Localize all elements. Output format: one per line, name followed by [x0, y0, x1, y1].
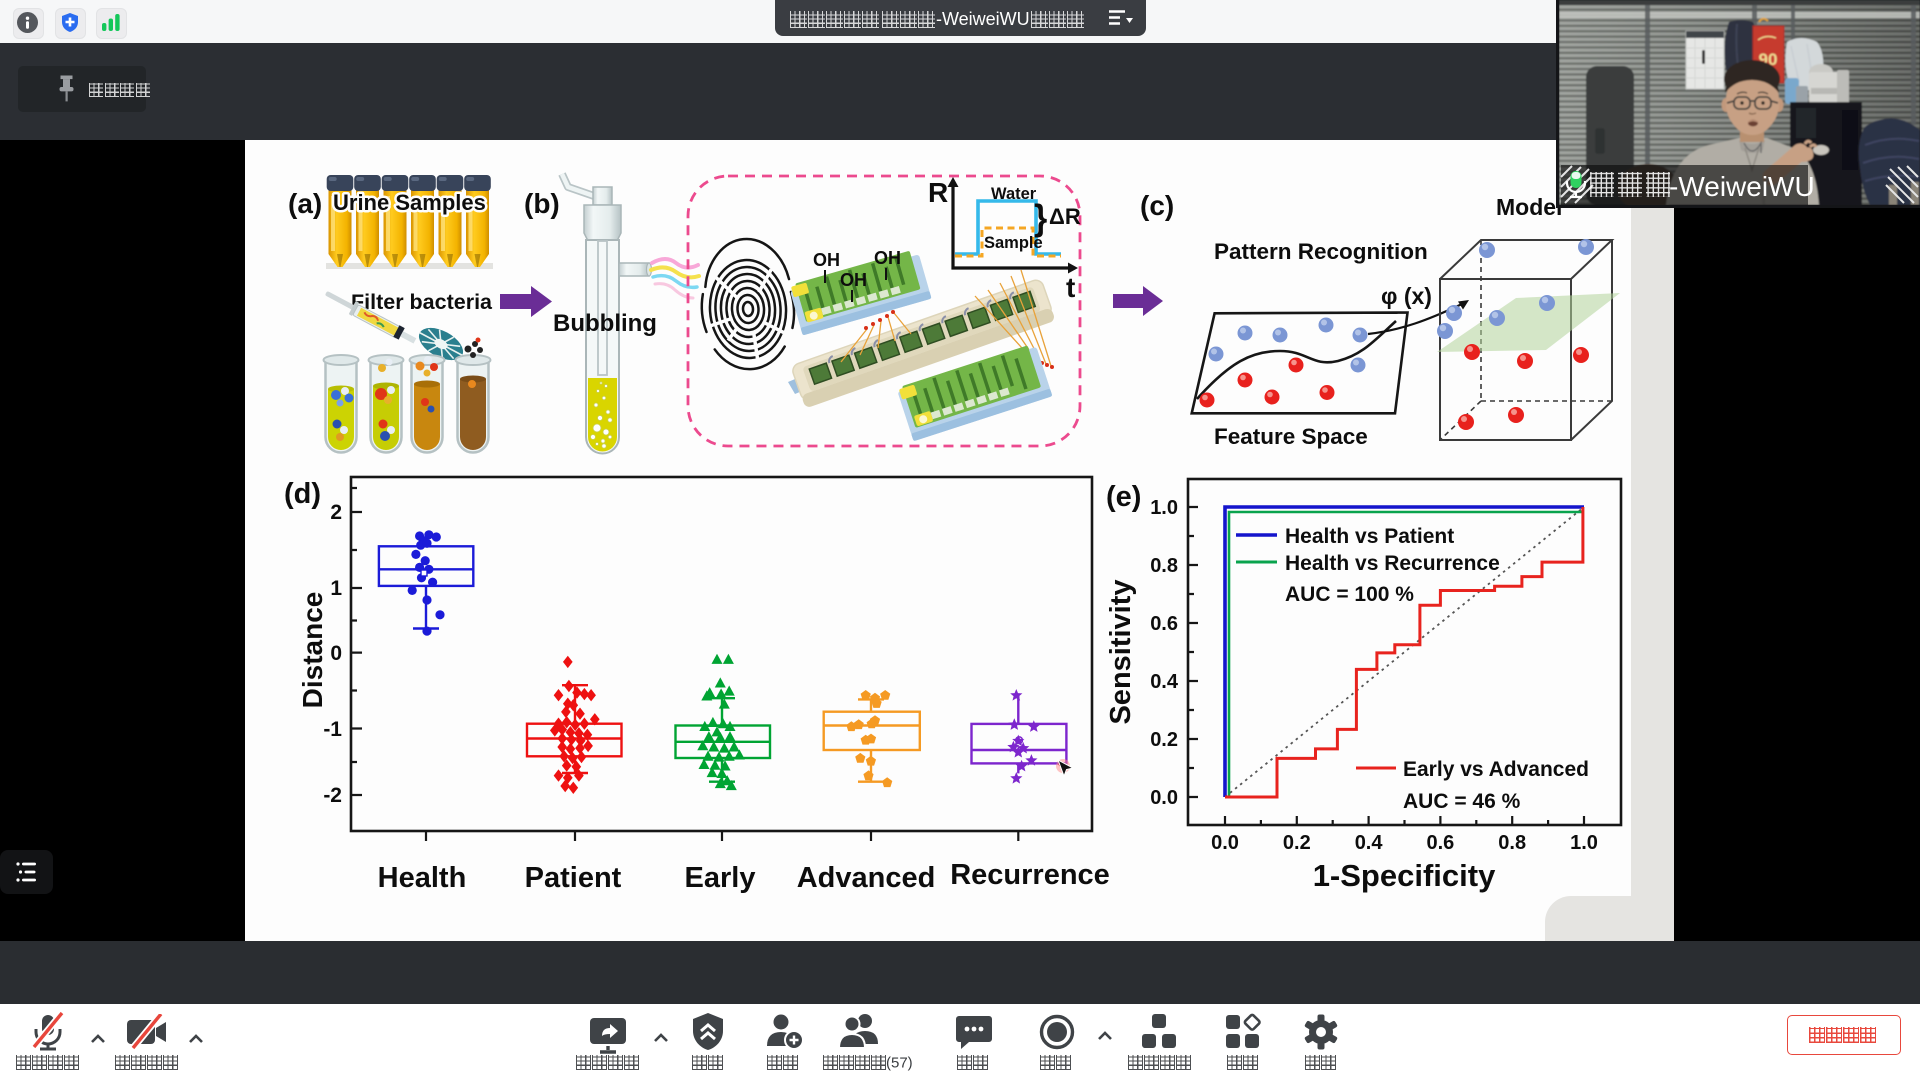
svg-text:-1: -1: [323, 718, 342, 741]
svg-text:0.0: 0.0: [1150, 787, 1178, 809]
svg-text:0.8: 0.8: [1150, 555, 1178, 577]
svg-text:Sensitivity: Sensitivity: [1105, 579, 1137, 724]
svg-text:1-Specificity: 1-Specificity: [1313, 858, 1496, 893]
svg-text:(c): (c): [1140, 190, 1174, 221]
svg-text:Sample: Sample: [984, 234, 1043, 252]
svg-text:Pattern Recognition: Pattern Recognition: [1214, 239, 1428, 264]
svg-text:OH: OH: [840, 270, 867, 290]
svg-text:1.0: 1.0: [1570, 832, 1598, 854]
svg-text:Health: Health: [378, 862, 467, 894]
svg-text:(e): (e): [1106, 481, 1141, 513]
svg-text:0.2: 0.2: [1283, 832, 1311, 854]
svg-text:Distance: Distance: [297, 592, 328, 709]
svg-text:0.0: 0.0: [1211, 832, 1239, 854]
svg-text:Early: Early: [685, 862, 756, 894]
svg-text:OH: OH: [874, 248, 901, 268]
svg-text:Early vs Advanced: Early vs Advanced: [1403, 758, 1589, 781]
svg-text:φ (x): φ (x): [1381, 283, 1432, 309]
svg-text:Advanced: Advanced: [797, 862, 936, 894]
svg-text:Feature Space: Feature Space: [1214, 424, 1368, 449]
svg-text:1: 1: [330, 577, 342, 600]
svg-text:(d): (d): [284, 478, 321, 510]
svg-text:Health vs Recurrence: Health vs Recurrence: [1285, 552, 1500, 575]
svg-text:0: 0: [330, 642, 342, 665]
svg-text:AUC = 100 %: AUC = 100 %: [1285, 583, 1414, 606]
svg-text:(a): (a): [288, 188, 322, 219]
svg-text:AUC = 46 %: AUC = 46 %: [1403, 790, 1521, 813]
svg-text:Patient: Patient: [525, 862, 622, 894]
svg-text:Health vs Patient: Health vs Patient: [1285, 525, 1454, 548]
svg-text:0.4: 0.4: [1355, 832, 1384, 854]
svg-text:1.0: 1.0: [1150, 497, 1178, 519]
svg-text:0.6: 0.6: [1150, 613, 1178, 635]
svg-text:Water: Water: [991, 185, 1037, 203]
svg-text:Bubbling: Bubbling: [553, 310, 657, 337]
svg-text:0.2: 0.2: [1150, 729, 1178, 751]
svg-text:Urine Samples: Urine Samples: [333, 190, 486, 215]
svg-text:Model: Model: [1496, 194, 1562, 220]
svg-text:Filter bacteria: Filter bacteria: [351, 290, 493, 314]
svg-text:Recurrence: Recurrence: [950, 859, 1110, 891]
svg-text:0.6: 0.6: [1426, 832, 1454, 854]
svg-text:t: t: [1066, 272, 1075, 303]
svg-text:}: }: [1034, 198, 1048, 238]
svg-text:OH: OH: [813, 250, 840, 270]
svg-text:-2: -2: [323, 784, 342, 807]
svg-text:-WeiweiWU: -WeiweiWU: [1669, 171, 1815, 202]
svg-text:2: 2: [330, 501, 342, 524]
svg-text:R: R: [928, 177, 948, 208]
svg-text:ΔR: ΔR: [1049, 204, 1081, 229]
svg-text:(b): (b): [524, 188, 560, 219]
svg-text:0.8: 0.8: [1498, 832, 1526, 854]
svg-text:0.4: 0.4: [1150, 671, 1179, 693]
